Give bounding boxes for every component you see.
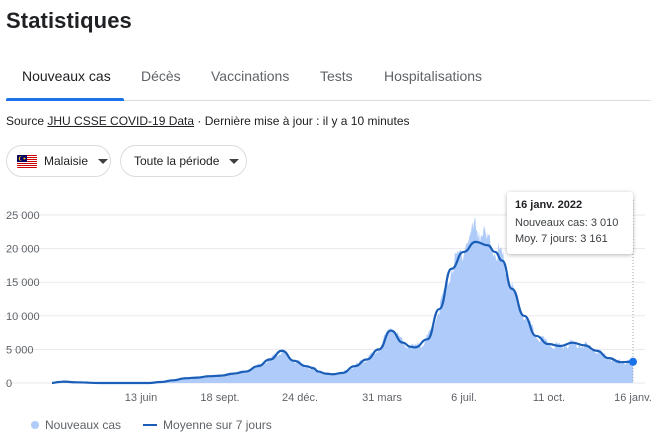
chevron-down-icon: [229, 158, 240, 164]
source-prefix: Source: [6, 114, 48, 128]
last-update-text: · Dernière mise à jour : il y a 10 minut…: [194, 114, 410, 128]
x-tick-label: 24 déc.: [282, 392, 318, 404]
x-axis-ticks: 13 juin 18 sept. 24 déc. 31 mars 6 juil. 11 o…: [125, 392, 651, 404]
y-tick-label: 15 000: [6, 277, 40, 289]
legend-average-label: Moyenne sur 7 jours: [163, 418, 272, 432]
malaysia-flag-icon: [17, 154, 37, 168]
source-link[interactable]: JHU CSSE COVID-19 Data: [47, 114, 195, 128]
y-tick-label: 5 000: [6, 344, 34, 356]
x-tick-label: 16 janv.: [614, 392, 651, 404]
daily-cases-area-group: [52, 217, 633, 383]
y-tick-label: 10 000: [6, 311, 40, 323]
tab-vaccinations[interactable]: Vaccinations: [211, 68, 290, 84]
y-tick-label: 20 000: [6, 244, 40, 256]
country-label: Malaisie: [44, 154, 89, 168]
seven-day-average-line: [51, 240, 634, 385]
tab-bar: Nouveaux cas Décès Vaccinations Tests Ho…: [6, 60, 651, 101]
tooltip-date: 16 janv. 2022: [515, 199, 583, 211]
country-selector[interactable]: Malaisie: [6, 145, 111, 177]
hover-marker-group: [629, 200, 637, 383]
chevron-down-icon: [98, 158, 109, 164]
legend-cases-label: Nouveaux cas: [45, 418, 122, 432]
hover-point: [629, 357, 637, 366]
page-title: Statistiques: [6, 8, 132, 33]
daily-cases-area: [52, 217, 633, 383]
chart-tooltip: 16 janv. 2022 Nouveaux cas: 3 010 Moy. 7…: [507, 192, 633, 254]
tab-deaths[interactable]: Décès: [141, 68, 181, 84]
chart-legend: Nouveaux cas Moyenne sur 7 jours: [31, 418, 272, 432]
period-selector[interactable]: Toute la période: [120, 145, 247, 177]
period-label: Toute la période: [134, 154, 220, 168]
tab-new-cases[interactable]: Nouveaux cas: [22, 68, 111, 84]
source-line: Source JHU CSSE COVID-19 Data · Dernière…: [6, 114, 410, 128]
y-tick-label: 25 000: [6, 210, 40, 222]
tab-hospitalizations[interactable]: Hospitalisations: [384, 68, 483, 84]
tooltip-cases: Nouveaux cas: 3 010: [515, 217, 619, 229]
legend-average-swatch: [143, 424, 158, 426]
x-tick-label: 31 mars: [362, 392, 402, 404]
tooltip-average: Moy. 7 jours: 3 161: [515, 233, 608, 245]
seven-day-average-line-group: [51, 240, 634, 385]
legend-cases-swatch: [31, 421, 39, 429]
x-tick-label: 6 juil.: [451, 392, 477, 404]
active-tab-indicator: [6, 98, 124, 101]
y-axis-ticks: 0 5 000 10 000 15 000 20 000 25 000: [6, 210, 40, 390]
tab-tests[interactable]: Tests: [320, 68, 353, 84]
x-tick-label: 13 juin: [125, 392, 157, 404]
x-tick-label: 11 oct.: [533, 392, 565, 404]
y-tick-label: 0: [6, 378, 12, 390]
x-tick-label: 18 sept.: [200, 392, 239, 404]
